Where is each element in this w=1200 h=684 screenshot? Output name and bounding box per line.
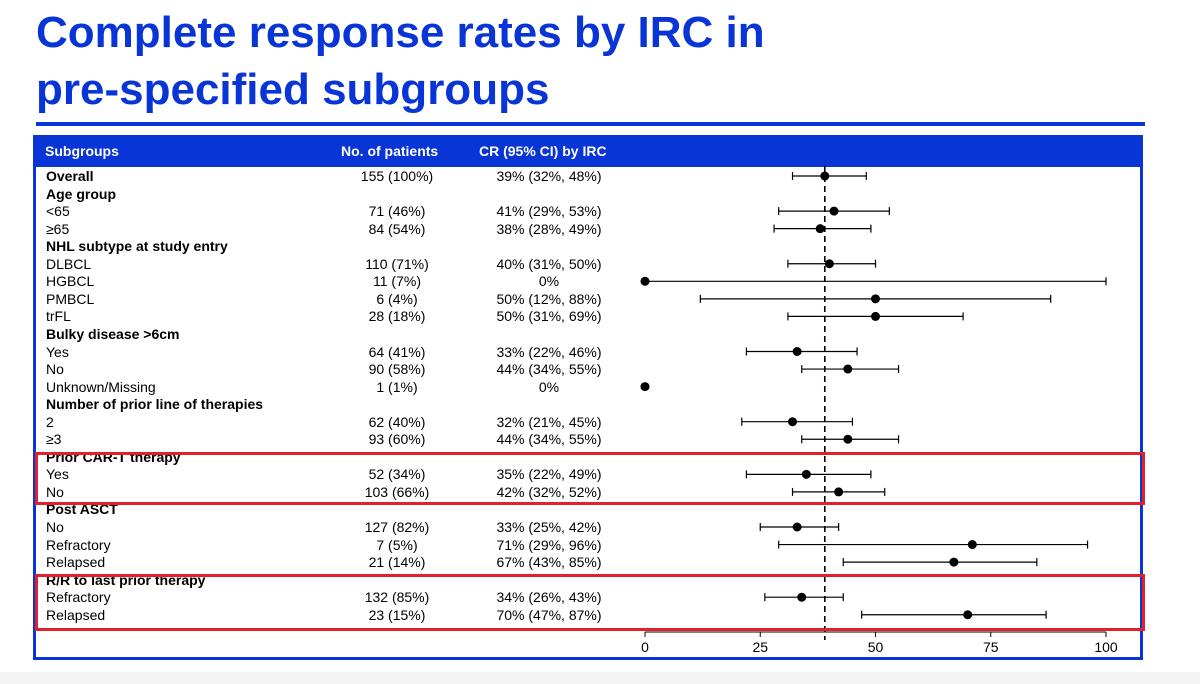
patients-value: 84 (54%) bbox=[368, 220, 426, 237]
point-estimate bbox=[824, 259, 834, 269]
patients-value: 23 (15%) bbox=[368, 606, 426, 623]
subgroup-label: Relapsed bbox=[46, 554, 106, 571]
header-subgroups: Subgroups bbox=[45, 143, 119, 159]
cr-value: 0% bbox=[538, 273, 560, 290]
patients-value: 1 (1%) bbox=[376, 378, 418, 395]
point-estimate bbox=[967, 540, 977, 550]
patients-value: 110 (71%) bbox=[365, 255, 429, 272]
point-estimate bbox=[843, 364, 853, 374]
subgroup-label: Overall bbox=[46, 168, 94, 184]
point-estimate bbox=[797, 592, 807, 602]
cr-value: 35% (22%, 49%) bbox=[496, 466, 602, 483]
subgroup-label: No bbox=[46, 519, 64, 535]
header-cr: CR (95% CI) by IRC bbox=[479, 143, 607, 159]
subgroup-heading: Age group bbox=[46, 185, 116, 202]
page-title: Complete response rates by IRC in pre-sp… bbox=[36, 4, 1136, 118]
cr-value: 33% (25%, 42%) bbox=[496, 519, 602, 535]
subgroup-heading: NHL subtype at study entry bbox=[46, 238, 228, 255]
x-tick-label: 50 bbox=[868, 639, 884, 655]
point-estimate bbox=[801, 469, 811, 479]
patients-value: 62 (40%) bbox=[368, 413, 426, 430]
cr-value: 70% (47%, 87%) bbox=[496, 606, 602, 623]
subgroup-label: No bbox=[46, 361, 64, 378]
patients-value: 93 (60%) bbox=[368, 431, 426, 448]
cr-value: 44% (34%, 55%) bbox=[496, 431, 602, 448]
cr-value: 32% (21%, 45%) bbox=[496, 413, 602, 430]
point-estimate bbox=[640, 276, 650, 286]
point-estimate bbox=[640, 382, 650, 392]
table-header: Subgroups No. of patients CR (95% CI) by… bbox=[33, 135, 1143, 167]
point-estimate bbox=[815, 224, 825, 234]
point-estimate bbox=[792, 347, 802, 356]
x-tick-label: 0 bbox=[641, 639, 649, 655]
header-patients: No. of patients bbox=[341, 143, 439, 159]
patients-value: 11 (7%) bbox=[373, 273, 421, 290]
cr-value: 50% (12%, 88%) bbox=[496, 290, 602, 307]
cr-value: 34% (26%, 43%) bbox=[496, 589, 602, 606]
point-estimate bbox=[834, 487, 844, 497]
subgroup-label: ≥65 bbox=[46, 220, 70, 237]
highlight-rr-last-therapy bbox=[35, 574, 1145, 631]
point-estimate bbox=[949, 557, 959, 567]
patients-value: 71 (46%) bbox=[368, 203, 426, 220]
subgroup-heading: Number of prior line of therapies bbox=[46, 396, 264, 413]
point-estimate bbox=[963, 610, 973, 620]
title-line-2: pre-specified subgroups bbox=[36, 65, 550, 114]
x-tick-label: 25 bbox=[752, 639, 768, 655]
point-estimate bbox=[792, 522, 802, 532]
subgroup-label: DLBCL bbox=[46, 255, 92, 272]
subgroup-label: HGBCL bbox=[46, 273, 95, 290]
cr-value: 33% (22%, 46%) bbox=[496, 343, 602, 360]
subgroup-label: Refractory bbox=[46, 589, 111, 606]
point-estimate bbox=[788, 417, 798, 427]
patients-value: 103 (66%) bbox=[364, 483, 430, 500]
cr-value: 39% (32%, 48%) bbox=[496, 168, 602, 184]
patients-value: 127 (82%) bbox=[364, 519, 430, 535]
patients-value: 52 (34%) bbox=[368, 466, 426, 483]
patients-value: 90 (58%) bbox=[368, 361, 426, 378]
cr-value: 71% (29%, 96%) bbox=[496, 536, 602, 553]
subgroup-label: ≥3 bbox=[46, 431, 62, 448]
patients-value: 28 (18%) bbox=[368, 308, 426, 325]
subgroup-heading: Post ASCT bbox=[46, 501, 118, 518]
cr-value: 67% (43%, 85%) bbox=[496, 554, 602, 571]
subgroup-label: Refractory bbox=[46, 536, 111, 553]
subgroup-label: Unknown/Missing bbox=[46, 378, 156, 395]
subgroup-label: PMBCL bbox=[46, 290, 95, 307]
subgroup-heading: Bulky disease >6cm bbox=[46, 325, 180, 342]
patients-value: 21 (14%) bbox=[368, 554, 426, 571]
title-line-1: Complete response rates by IRC in bbox=[36, 8, 765, 57]
cr-value: 0% bbox=[538, 378, 560, 395]
subgroup-label: Relapsed bbox=[46, 606, 106, 623]
patients-value: 6 (4%) bbox=[376, 290, 418, 307]
table-frame bbox=[33, 135, 1143, 660]
cr-value: 44% (34%, 55%) bbox=[496, 361, 602, 378]
cr-value: 40% (31%, 50%) bbox=[496, 255, 602, 272]
point-estimate bbox=[843, 434, 853, 444]
cr-value: 42% (32%, 52%) bbox=[496, 483, 602, 500]
cr-value: 38% (28%, 49%) bbox=[496, 220, 602, 237]
x-tick-label: 100 bbox=[1094, 639, 1118, 655]
cr-value: 50% (31%, 69%) bbox=[496, 308, 602, 325]
patients-value: 132 (85%) bbox=[364, 589, 430, 606]
point-estimate bbox=[871, 311, 880, 321]
bottom-strip bbox=[0, 672, 1200, 684]
highlight-prior-cart bbox=[35, 452, 1145, 505]
title-underline bbox=[36, 122, 1145, 126]
subgroup-label: No bbox=[46, 483, 64, 500]
subgroup-label: <65 bbox=[46, 203, 70, 220]
subgroup-label: trFL bbox=[46, 308, 71, 325]
cr-value: 41% (29%, 53%) bbox=[496, 203, 602, 220]
patients-value: 7 (5%) bbox=[376, 536, 418, 553]
point-estimate bbox=[871, 294, 880, 304]
subgroup-label: Yes bbox=[46, 343, 69, 360]
point-estimate bbox=[829, 206, 839, 216]
subgroup-label: Yes bbox=[46, 466, 69, 483]
subgroup-label: 2 bbox=[46, 413, 54, 430]
patients-value: 155 (100%) bbox=[360, 168, 434, 184]
x-tick-label: 75 bbox=[983, 639, 999, 655]
patients-value: 64 (41%) bbox=[368, 343, 426, 360]
